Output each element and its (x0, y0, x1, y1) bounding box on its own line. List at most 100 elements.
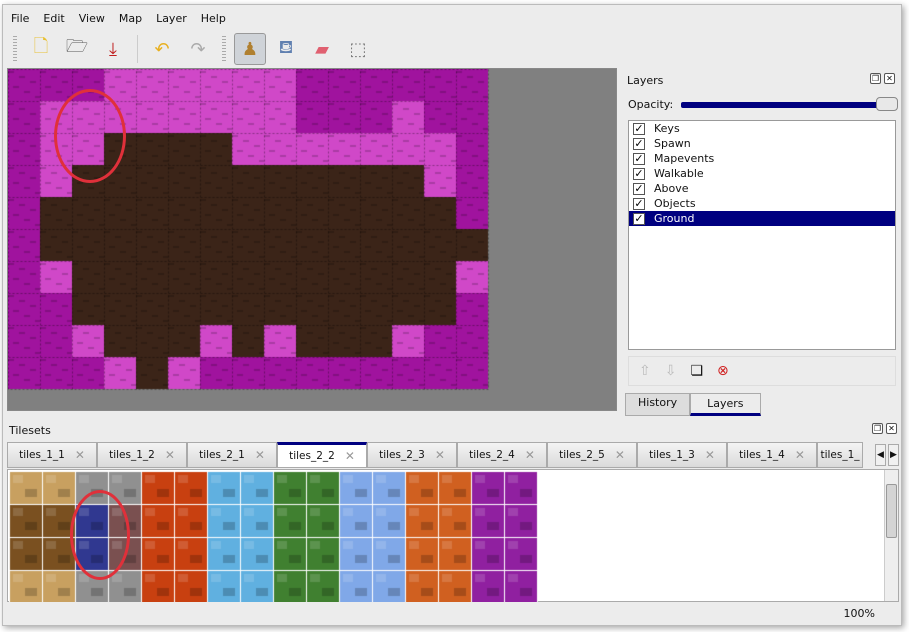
redo-button[interactable]: ↷ (182, 33, 214, 65)
close-tab-icon[interactable]: ✕ (74, 448, 85, 462)
close-tab-icon[interactable]: ✕ (524, 448, 535, 462)
open-button[interactable]: 🗁 (61, 33, 93, 65)
tab-label: tiles_2_1 (199, 449, 245, 461)
tab-layers[interactable]: Layers (690, 393, 761, 416)
visibility-checkbox[interactable]: ✓ (633, 196, 645, 210)
float-icon[interactable]: ❐ (870, 73, 881, 84)
visibility-checkbox[interactable]: ✓ (633, 136, 645, 150)
opacity-slider[interactable] (681, 96, 898, 111)
close-tab-icon[interactable]: ✕ (344, 449, 355, 463)
layer-item[interactable]: ✓ Above (629, 181, 895, 196)
annotation-circle (70, 490, 130, 580)
tab-tiles_2_3[interactable]: tiles_2_3 ✕ (367, 442, 457, 468)
layer-item[interactable]: ✓ Objects (629, 196, 895, 211)
layer-name: Above (654, 182, 689, 195)
menu-view[interactable]: View (78, 12, 105, 25)
close-tab-icon[interactable]: ✕ (614, 448, 625, 462)
tab-label: tiles_2_3 (379, 449, 425, 461)
tab-tiles_2_4[interactable]: tiles_2_4 ✕ (457, 442, 547, 468)
stamp-brush-button[interactable]: ♟ (234, 33, 266, 65)
stamp-brush-icon: ♟ (241, 38, 259, 60)
close-tab-icon[interactable]: ✕ (704, 448, 715, 462)
layers-panel-title: Layers (627, 74, 664, 87)
menu-file[interactable]: File (11, 12, 30, 25)
close-tab-icon[interactable]: ✕ (254, 448, 265, 462)
delete-layer-icon[interactable]: ⊗ (717, 363, 729, 379)
eraser-button[interactable]: ▰ (306, 33, 338, 65)
layer-name: Mapevents (654, 152, 715, 165)
rect-select-button[interactable]: ⬚ (342, 33, 374, 65)
tab-label: tiles_1_4 (739, 449, 785, 461)
layer-item[interactable]: ✓ Ground (629, 211, 895, 226)
toolbar: 🗋 🗁 ⤓ ↶ ↷ ♟ ⛾ ▰ ⬚ (3, 31, 901, 67)
close-tab-icon[interactable]: ✕ (164, 448, 175, 462)
undo-button[interactable]: ↶ (146, 33, 178, 65)
main-window: File Edit View Map Layer Help 🗋 🗁 ⤓ ↶ ↷ ♟ ⛾ ▰ ⬚ Layer… (2, 4, 902, 626)
visibility-checkbox[interactable]: ✓ (633, 181, 645, 195)
tab-tiles_1_3[interactable]: tiles_1_3 ✕ (637, 442, 727, 468)
vertical-scrollbar[interactable] (884, 470, 898, 601)
map-canvas[interactable] (7, 68, 617, 411)
menu-map[interactable]: Map (118, 12, 143, 25)
scroll-thumb[interactable] (886, 484, 897, 538)
bucket-fill-icon: ⛾ (278, 37, 294, 58)
zoom-level: 100% (843, 607, 875, 620)
panel-tabs: History Layers (625, 393, 761, 416)
bucket-fill-button[interactable]: ⛾ (270, 33, 302, 65)
tab-scroll-left[interactable]: ◀ (875, 444, 886, 466)
toolbar-grip[interactable] (222, 36, 226, 62)
layer-buttons: ⇧ ⇩ ❏ ⊗ (628, 356, 896, 386)
tab-tiles_2_2[interactable]: tiles_2_2 ✕ (277, 442, 367, 468)
visibility-checkbox[interactable]: ✓ (633, 121, 645, 135)
close-tab-icon[interactable]: ✕ (794, 448, 805, 462)
undo-icon: ↶ (154, 38, 170, 60)
layer-name: Objects (654, 197, 696, 210)
tileset-tabs: tiles_1_1 ✕ tiles_1_2 ✕ tiles_2_1 ✕ tiles_2_2 ✕… (7, 442, 863, 468)
menu-layer[interactable]: Layer (156, 12, 187, 25)
layer-name: Keys (654, 122, 680, 135)
toolbar-grip[interactable] (13, 36, 17, 62)
opacity-control: Opacity: (628, 96, 898, 111)
layer-name: Ground (654, 212, 695, 225)
tab-tiles_1_1[interactable]: tiles_1_1 ✕ (7, 442, 97, 468)
rect-select-icon: ⬚ (349, 38, 367, 60)
layer-item[interactable]: ✓ Mapevents (629, 151, 895, 166)
layer-name: Spawn (654, 137, 691, 150)
new-button[interactable]: 🗋 (25, 33, 57, 65)
tab-history[interactable]: History (625, 393, 691, 416)
save-icon: ⤓ (109, 38, 117, 60)
visibility-checkbox[interactable]: ✓ (633, 166, 645, 180)
menu-edit[interactable]: Edit (43, 12, 65, 25)
close-tab-icon[interactable]: ✕ (434, 448, 445, 462)
slider-handle[interactable] (876, 96, 898, 111)
redo-icon: ↷ (190, 38, 206, 60)
tab-scroll-right[interactable]: ▶ (888, 444, 899, 466)
tab-label: tiles_2_2 (289, 450, 335, 462)
menu-help[interactable]: Help (200, 12, 226, 25)
tab-tiles_1_4[interactable]: tiles_1_4 ✕ (727, 442, 817, 468)
float-icon[interactable]: ❐ (872, 423, 883, 434)
tilesets-panel-title: Tilesets (9, 424, 51, 437)
close-icon[interactable]: ✕ (884, 73, 895, 84)
tilesets-panel: Tilesets ❐ ✕ tiles_1_1 ✕ tiles_1_2 ✕ tiles_2_… (3, 418, 903, 603)
new-icon: 🗋 (33, 36, 49, 57)
save-button[interactable]: ⤓ (97, 33, 129, 65)
layer-item[interactable]: ✓ Spawn (629, 136, 895, 151)
tab-tiles_1_[interactable]: tiles_1_ (817, 442, 863, 468)
eraser-icon: ▰ (315, 38, 329, 60)
tileset-view[interactable] (7, 469, 899, 602)
close-icon[interactable]: ✕ (886, 423, 897, 434)
tab-label: tiles_1_1 (19, 449, 65, 461)
menu-bar: File Edit View Map Layer Help (3, 9, 226, 29)
tab-tiles_2_5[interactable]: tiles_2_5 ✕ (547, 442, 637, 468)
lower-layer-icon[interactable]: ⇩ (664, 363, 677, 379)
visibility-checkbox[interactable]: ✓ (633, 211, 645, 225)
layer-item[interactable]: ✓ Keys (629, 121, 895, 136)
visibility-checkbox[interactable]: ✓ (633, 151, 645, 165)
tab-label: tiles_1_ (820, 449, 860, 461)
tab-tiles_2_1[interactable]: tiles_2_1 ✕ (187, 442, 277, 468)
layer-item[interactable]: ✓ Walkable (629, 166, 895, 181)
tab-tiles_1_2[interactable]: tiles_1_2 ✕ (97, 442, 187, 468)
raise-layer-icon[interactable]: ⇧ (639, 363, 651, 379)
duplicate-layer-icon[interactable]: ❏ (690, 363, 704, 379)
